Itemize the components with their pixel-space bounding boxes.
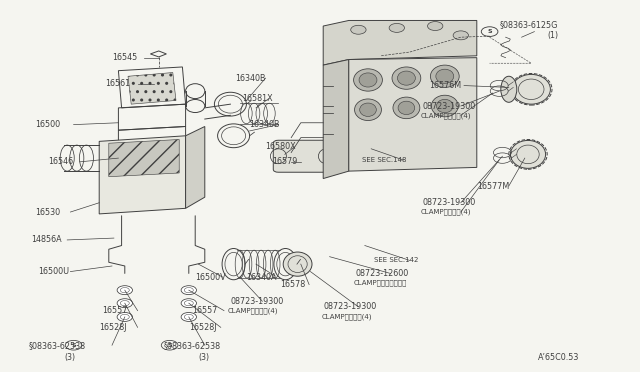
Text: CLAMPクランプ大１）: CLAMPクランプ大１） (354, 279, 407, 286)
Text: CLAMPクランプ(4): CLAMPクランプ(4) (322, 313, 372, 320)
Circle shape (117, 299, 132, 308)
Text: S: S (71, 343, 76, 348)
Circle shape (453, 31, 468, 40)
Text: (1): (1) (547, 31, 558, 40)
Text: 16557: 16557 (102, 306, 128, 315)
Ellipse shape (360, 103, 376, 116)
Ellipse shape (512, 74, 550, 104)
Text: 16528J: 16528J (189, 323, 216, 332)
Text: 16557: 16557 (192, 306, 218, 315)
Ellipse shape (397, 71, 415, 85)
Polygon shape (186, 126, 205, 208)
Circle shape (117, 286, 132, 295)
Ellipse shape (354, 69, 383, 91)
Text: 16577M: 16577M (477, 182, 509, 190)
Text: CLAMPクランプ(4): CLAMPクランプ(4) (421, 112, 472, 119)
Text: (3): (3) (64, 353, 75, 362)
Text: 08723-19300: 08723-19300 (422, 198, 476, 207)
Ellipse shape (398, 101, 415, 115)
FancyBboxPatch shape (273, 140, 332, 172)
Text: 16500V: 16500V (195, 273, 226, 282)
Text: 16578: 16578 (280, 280, 305, 289)
Ellipse shape (284, 252, 312, 276)
Ellipse shape (501, 76, 517, 102)
Text: CLAMPクランプ(4): CLAMPクランプ(4) (227, 307, 278, 314)
Text: 16576M: 16576M (429, 81, 461, 90)
Text: SEE SEC.148: SEE SEC.148 (362, 157, 406, 163)
Circle shape (117, 312, 132, 321)
Text: 08723-19300: 08723-19300 (230, 297, 284, 306)
Text: A’65C0.53: A’65C0.53 (538, 353, 579, 362)
Text: 16546: 16546 (48, 157, 73, 166)
Text: 16530: 16530 (35, 208, 60, 217)
Ellipse shape (355, 99, 381, 121)
Circle shape (181, 286, 196, 295)
Text: 16340B: 16340B (236, 74, 266, 83)
Text: 16340B: 16340B (250, 120, 280, 129)
Text: 08723-12600: 08723-12600 (355, 269, 408, 278)
Text: 16340A: 16340A (246, 273, 277, 282)
Text: 16579: 16579 (272, 157, 298, 166)
Polygon shape (109, 140, 179, 177)
Ellipse shape (359, 73, 377, 87)
Text: 14856A: 14856A (31, 235, 61, 244)
Circle shape (351, 25, 366, 34)
Text: SEE SEC.142: SEE SEC.142 (374, 257, 419, 263)
Polygon shape (323, 20, 477, 65)
Text: 08723-19300: 08723-19300 (422, 102, 476, 110)
Ellipse shape (393, 97, 420, 119)
Polygon shape (128, 73, 176, 104)
Ellipse shape (436, 99, 453, 113)
Text: 16561: 16561 (106, 79, 131, 88)
Polygon shape (349, 58, 477, 171)
Text: 08723-19300: 08723-19300 (323, 302, 376, 311)
Text: 16500: 16500 (35, 120, 60, 129)
Ellipse shape (436, 69, 454, 83)
Text: 16581X: 16581X (242, 94, 273, 103)
Text: S: S (487, 29, 492, 34)
Text: 16545: 16545 (112, 53, 137, 62)
Circle shape (389, 23, 404, 32)
Text: (3): (3) (198, 353, 209, 362)
Ellipse shape (430, 65, 459, 87)
Ellipse shape (431, 95, 458, 117)
Text: §08363-62538: §08363-62538 (163, 341, 220, 350)
Text: S: S (167, 343, 172, 348)
Circle shape (428, 22, 443, 31)
Text: 16500U: 16500U (38, 267, 70, 276)
Ellipse shape (511, 141, 545, 168)
Circle shape (181, 312, 196, 321)
Text: CLAMPクランプ(4): CLAMPクランプ(4) (421, 209, 472, 215)
Text: §08363-62538: §08363-62538 (29, 341, 86, 350)
Polygon shape (323, 60, 349, 179)
Circle shape (181, 299, 196, 308)
Text: 16528J: 16528J (99, 323, 127, 332)
Text: 16580X: 16580X (266, 142, 296, 151)
Polygon shape (99, 136, 186, 214)
Ellipse shape (392, 67, 421, 89)
Text: §08363-6125G: §08363-6125G (499, 20, 557, 29)
